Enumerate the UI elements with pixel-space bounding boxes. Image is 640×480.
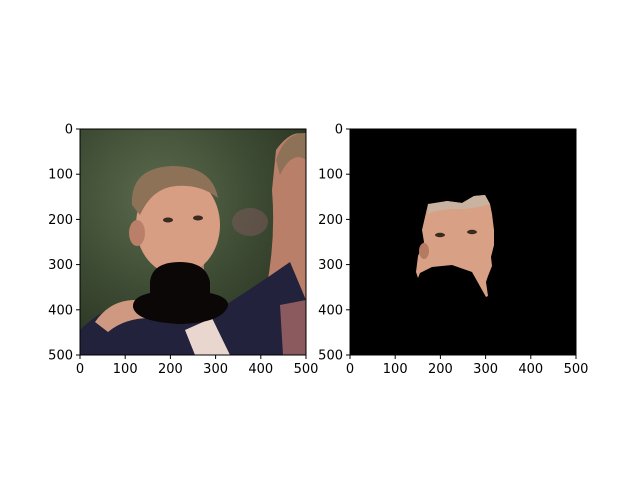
mask-face [416,195,494,297]
mask-y-tick-label: 300 [318,258,343,273]
photo-y-tick-label: 400 [48,303,73,318]
hair [131,166,218,215]
mask-y-tick-label: 100 [318,168,343,183]
photo-y-tick-label: 300 [48,258,73,273]
mask-axes-frame [349,128,577,356]
hat-brim [132,293,229,324]
mask-x-tick-label: 200 [428,362,453,377]
photo-y-tick-label: 200 [48,213,73,228]
left-eye [163,217,173,223]
mask-image [350,129,576,355]
jacket [80,262,306,355]
photo-x-tick-label: 100 [113,362,138,377]
photo-x-tick-label: 500 [294,362,319,377]
photo-axes-frame [79,128,307,356]
mask-right-eye [467,229,477,235]
striped-shirt [280,300,306,355]
mask-hair [428,195,490,214]
photo-x-tick-label: 400 [248,362,273,377]
photo-x-tick-label: 200 [158,362,183,377]
mask-y-tick-label: 0 [335,123,343,138]
photo-x-tick-label: 300 [203,362,228,377]
mask-x-tick-label: 500 [564,362,589,377]
photo-y-tick-label: 100 [48,168,73,183]
mask-x-tick-label: 100 [383,362,408,377]
shirt-collar [185,318,230,355]
second-person-hair [276,132,306,175]
photo-image [80,129,306,355]
hat-crown [150,262,210,296]
mask-x-tick-label: 300 [473,362,498,377]
ear [129,220,145,246]
background-blur [232,208,268,236]
photo-y-tick-label: 0 [65,123,73,138]
mask-y-tick-label: 400 [318,303,343,318]
mask-x-tick-label: 400 [518,362,543,377]
mask-x-tick-label: 0 [346,362,354,377]
photo-x-tick-label: 0 [76,362,84,377]
mask-y-tick-label: 500 [318,349,343,364]
mask-left-eye [435,232,445,238]
right-eye [193,215,203,221]
face [136,175,220,275]
mask-ear [419,243,429,259]
mask-y-tick-label: 200 [318,213,343,228]
photo-y-tick-label: 500 [48,349,73,364]
